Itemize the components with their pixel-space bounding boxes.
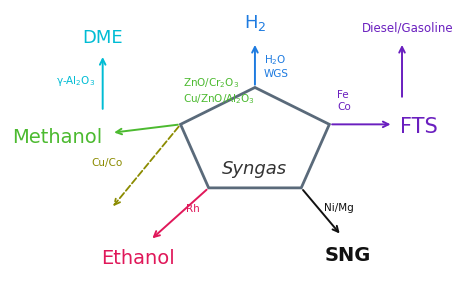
Text: Methanol: Methanol	[12, 128, 103, 147]
Text: Cu/Co: Cu/Co	[92, 158, 123, 168]
Text: Syngas: Syngas	[222, 160, 288, 178]
Text: FTS: FTS	[400, 117, 438, 137]
Text: DME: DME	[82, 29, 123, 47]
Text: γ-Al$_2$O$_3$: γ-Al$_2$O$_3$	[56, 75, 95, 88]
Text: Diesel/Gasoline: Diesel/Gasoline	[362, 22, 454, 34]
Text: SNG: SNG	[325, 246, 371, 265]
Text: Ethanol: Ethanol	[101, 249, 175, 268]
Text: Ni/Mg: Ni/Mg	[324, 203, 354, 213]
Text: H$_2$: H$_2$	[244, 13, 266, 33]
Text: ZnO/Cr$_2$O$_3$
Cu/ZnO/Al$_2$O$_3$: ZnO/Cr$_2$O$_3$ Cu/ZnO/Al$_2$O$_3$	[182, 76, 255, 106]
Text: H$_2$O
WGS: H$_2$O WGS	[264, 54, 289, 79]
Text: Rh: Rh	[186, 204, 200, 214]
Text: Fe
Co: Fe Co	[337, 90, 351, 112]
